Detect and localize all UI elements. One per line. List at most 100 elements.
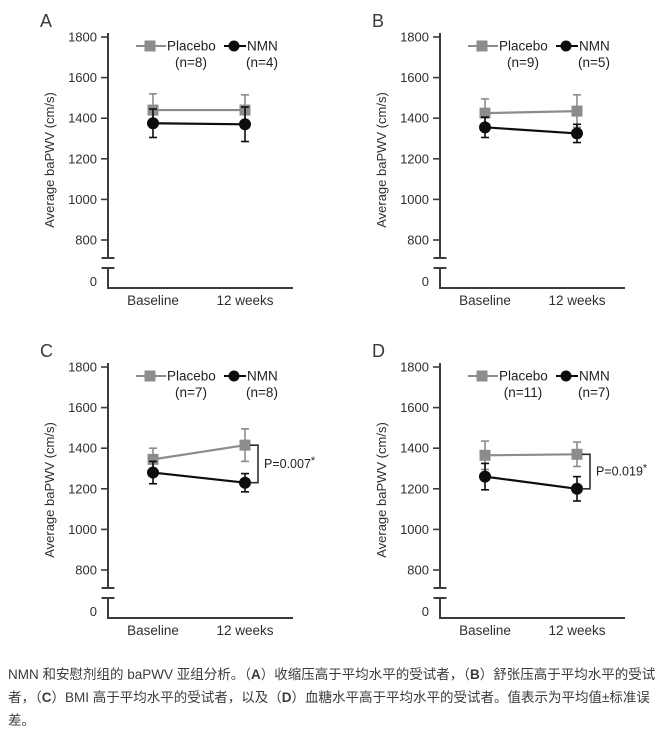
data-point-nmn <box>239 476 251 489</box>
figure-caption: NMN 和安慰剂组的 baPWV 亚组分析。（A）收缩压高于平均水平的受试者，（… <box>8 663 656 732</box>
x-tick-label: Baseline <box>127 623 179 638</box>
panel-letter: C <box>40 341 53 361</box>
y-tick-label: 1000 <box>68 192 97 207</box>
y-tick-label: 1600 <box>400 70 429 85</box>
y-tick-label: 1600 <box>68 70 97 85</box>
y-tick-label: 1400 <box>68 111 97 126</box>
legend-nmn-marker <box>228 40 240 52</box>
x-tick-label: 12 weeks <box>548 623 605 638</box>
legend-placebo-marker <box>476 40 488 52</box>
y-tick-label: 800 <box>75 233 97 248</box>
legend-nmn-marker <box>228 370 240 382</box>
y-origin-label: 0 <box>422 274 429 289</box>
y-tick-label: 1400 <box>68 441 97 456</box>
y-tick-label: 1800 <box>400 360 429 375</box>
data-point-placebo <box>571 448 583 460</box>
y-tick-label: 1000 <box>400 522 429 537</box>
panel-letter: D <box>372 341 385 361</box>
y-tick-label: 1000 <box>400 192 429 207</box>
significance-bracket <box>582 453 591 490</box>
y-axis-title: Average baPWV (cm/s) <box>42 92 57 228</box>
caption-text: ）收缩压高于平均水平的受试者，（ <box>260 667 471 682</box>
y-tick-label: 1000 <box>68 522 97 537</box>
legend-placebo-marker <box>144 370 156 382</box>
legend-placebo-n: (n=9) <box>507 55 539 70</box>
panel-chart-c: C Average baPWV (cm/s) 1800 1600 1400 1200 100… <box>40 341 316 638</box>
legend-nmn-label: NMN <box>579 369 610 384</box>
caption-text: ）舒张压高于平均水平的受试者，（ <box>8 667 656 705</box>
x-tick-label: Baseline <box>127 293 179 308</box>
panel-chart-d: D Average baPWV (cm/s) 1800 1600 1400 1200 100… <box>372 341 648 638</box>
y-origin-label: 0 <box>90 604 97 619</box>
series-line-nmn <box>484 126 578 135</box>
x-tick-label: 12 weeks <box>216 293 273 308</box>
legend-placebo-label: Placebo <box>167 39 216 54</box>
y-tick-label: 1200 <box>68 481 97 496</box>
y-tick-label: 1400 <box>400 111 429 126</box>
legend-nmn-n: (n=7) <box>578 385 610 400</box>
y-tick-label: 1600 <box>400 400 429 415</box>
x-tick-label: Baseline <box>459 293 511 308</box>
legend-placebo-n: (n=7) <box>175 385 207 400</box>
y-tick-label: 1200 <box>68 151 97 166</box>
data-point-placebo <box>239 439 251 451</box>
y-axis-title: Average baPWV (cm/s) <box>374 422 389 558</box>
panel-chart-b: B Average baPWV (cm/s) 1800 1600 1400 1200 100… <box>372 11 625 308</box>
y-tick-label: 1800 <box>400 30 429 45</box>
legend-nmn-label: NMN <box>247 39 278 54</box>
data-point-placebo <box>479 107 491 119</box>
y-axis-title: Average baPWV (cm/s) <box>374 92 389 228</box>
y-tick-label: 1200 <box>400 481 429 496</box>
y-axis-title: Average baPWV (cm/s) <box>42 422 57 558</box>
caption-text: NMN 和安慰剂组的 baPWV 亚组分析。（ <box>8 667 252 682</box>
y-tick-label: 1200 <box>400 151 429 166</box>
series-line-nmn <box>152 122 246 126</box>
legend-placebo-label: Placebo <box>499 369 548 384</box>
x-tick-label: 12 weeks <box>216 623 273 638</box>
panel-letter: B <box>372 11 384 31</box>
caption-panel-ref: D <box>281 690 292 705</box>
y-tick-label: 1800 <box>68 360 97 375</box>
series-line-placebo <box>484 109 578 115</box>
caption-panel-ref: C <box>41 690 52 705</box>
legend-placebo-label: Placebo <box>167 369 216 384</box>
data-point-placebo <box>571 105 583 117</box>
data-point-nmn <box>571 482 583 495</box>
legend-nmn-n: (n=4) <box>246 55 278 70</box>
data-point-nmn <box>479 470 491 483</box>
caption-panel-ref: A <box>251 667 261 682</box>
panel-chart-a: A Average baPWV (cm/s) 1800 1600 1400 1200 100… <box>40 11 293 308</box>
y-tick-label: 1800 <box>68 30 97 45</box>
legend-nmn-n: (n=5) <box>578 55 610 70</box>
legend-nmn-label: NMN <box>579 39 610 54</box>
legend-placebo-label: Placebo <box>499 39 548 54</box>
series-line-nmn <box>152 471 246 484</box>
panels-grid: A Average baPWV (cm/s) 1800 1600 1400 1200 100… <box>40 11 648 638</box>
legend-placebo-n: (n=8) <box>175 55 207 70</box>
data-point-nmn <box>239 118 251 131</box>
legend-placebo-marker <box>144 40 156 52</box>
y-tick-label: 800 <box>407 563 429 578</box>
data-point-placebo <box>147 453 159 465</box>
series-line-placebo <box>484 453 578 457</box>
p-value-label: P=0.019* <box>596 463 648 479</box>
caption-text: ）BMI 高于平均水平的受试者，以及（ <box>51 690 282 705</box>
y-tick-label: 800 <box>407 233 429 248</box>
series-line-nmn <box>484 475 578 490</box>
legend-nmn-n: (n=8) <box>246 385 278 400</box>
data-point-nmn <box>147 117 159 130</box>
data-point-nmn <box>571 127 583 140</box>
y-tick-label: 1600 <box>68 400 97 415</box>
x-tick-label: 12 weeks <box>548 293 605 308</box>
caption-panel-ref: B <box>470 667 480 682</box>
y-tick-label: 800 <box>75 563 97 578</box>
data-point-nmn <box>147 466 159 479</box>
legend-nmn-marker <box>560 40 572 52</box>
y-origin-label: 0 <box>422 604 429 619</box>
caption-text: ）血糖水平高于平均水平的受试者。值表示为平均值±标准误差。 <box>8 690 650 728</box>
legend-placebo-marker <box>476 370 488 382</box>
p-value-label: P=0.007* <box>264 455 316 471</box>
legend-nmn-label: NMN <box>247 369 278 384</box>
series-line-placebo <box>152 444 246 461</box>
